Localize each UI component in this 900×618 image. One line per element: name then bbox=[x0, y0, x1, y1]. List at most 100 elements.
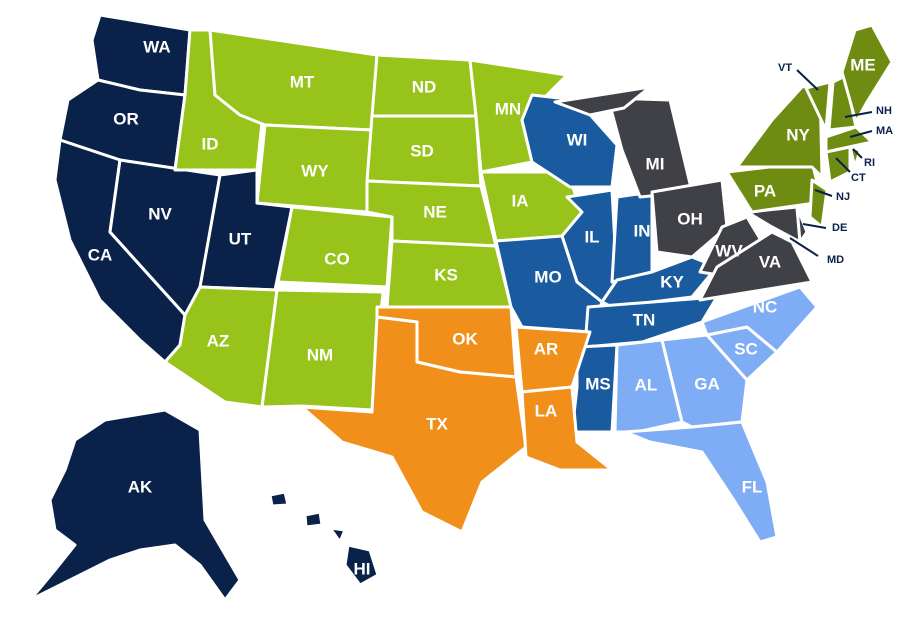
state-shape[interactable] bbox=[623, 420, 779, 544]
state-vt[interactable] bbox=[804, 80, 832, 132]
state-label: MS bbox=[585, 374, 611, 393]
state-shape[interactable] bbox=[808, 178, 829, 229]
state-label: MI bbox=[646, 154, 665, 173]
state-label: MD bbox=[827, 254, 844, 266]
state-label: AZ bbox=[207, 331, 230, 350]
state-label: OK bbox=[452, 329, 478, 348]
state-nc[interactable] bbox=[700, 285, 819, 354]
state-label: NJ bbox=[836, 191, 850, 203]
leader-line bbox=[849, 130, 873, 138]
state-label: VA bbox=[759, 252, 781, 271]
state-label: OH bbox=[677, 209, 703, 228]
state-label: KY bbox=[660, 272, 684, 291]
state-label: AK bbox=[128, 477, 153, 496]
state-la[interactable] bbox=[520, 385, 614, 472]
state-label: GA bbox=[694, 374, 720, 393]
state-shape[interactable] bbox=[268, 490, 290, 508]
state-ak[interactable] bbox=[28, 408, 242, 602]
state-label: WV bbox=[715, 241, 743, 260]
state-shape[interactable] bbox=[300, 315, 528, 534]
state-label: ME bbox=[850, 55, 876, 74]
state-label: IA bbox=[512, 191, 529, 210]
state-label: NH bbox=[876, 105, 892, 117]
state-label: CT bbox=[851, 172, 866, 184]
state-label: HI bbox=[354, 559, 371, 578]
state-ct[interactable] bbox=[824, 145, 852, 184]
state-label: RI bbox=[864, 157, 875, 169]
state-label: TN bbox=[633, 310, 656, 329]
state-label: OR bbox=[113, 109, 139, 128]
state-shape[interactable] bbox=[276, 205, 394, 289]
state-shape[interactable] bbox=[804, 80, 832, 132]
state-label: MT bbox=[290, 72, 315, 91]
state-label: DE bbox=[832, 222, 847, 234]
state-label: UT bbox=[229, 229, 252, 248]
state-shape[interactable] bbox=[303, 510, 324, 529]
state-label: SC bbox=[734, 339, 758, 358]
state-label: MA bbox=[876, 125, 893, 137]
state-co[interactable] bbox=[276, 205, 394, 289]
state-label: WA bbox=[143, 37, 170, 56]
leader-line bbox=[844, 111, 873, 118]
state-shape[interactable] bbox=[606, 96, 694, 199]
state-nj[interactable] bbox=[808, 178, 829, 229]
state-shape[interactable] bbox=[328, 526, 347, 544]
state-hi[interactable] bbox=[268, 490, 380, 587]
state-ms[interactable] bbox=[570, 343, 619, 434]
state-label: NC bbox=[753, 297, 778, 316]
state-label: NE bbox=[423, 202, 447, 221]
state-shape[interactable] bbox=[840, 23, 894, 124]
state-ny[interactable] bbox=[735, 80, 824, 179]
state-label: KS bbox=[434, 265, 458, 284]
leader-line bbox=[852, 148, 863, 159]
state-label: ID bbox=[202, 134, 219, 153]
state-ri[interactable] bbox=[848, 145, 862, 169]
leader-line bbox=[814, 189, 833, 197]
state-al[interactable] bbox=[613, 338, 684, 434]
state-label: CA bbox=[88, 245, 113, 264]
state-me[interactable] bbox=[840, 23, 894, 124]
state-shape[interactable] bbox=[613, 338, 684, 434]
state-shape[interactable] bbox=[570, 343, 619, 434]
state-label: AL bbox=[635, 375, 658, 394]
state-shape[interactable] bbox=[735, 80, 824, 179]
leader-line bbox=[835, 157, 851, 173]
state-label: IL bbox=[584, 227, 599, 246]
state-oh[interactable] bbox=[650, 178, 729, 259]
state-label: FL bbox=[742, 477, 763, 496]
state-de[interactable] bbox=[795, 205, 809, 244]
state-label: WY bbox=[301, 161, 329, 180]
state-label: PA bbox=[754, 181, 776, 200]
leader-line bbox=[802, 223, 827, 229]
state-shape[interactable] bbox=[520, 385, 614, 472]
state-label: IN bbox=[634, 221, 651, 240]
state-fl[interactable] bbox=[623, 420, 779, 544]
state-shape[interactable] bbox=[28, 408, 242, 602]
state-label: MN bbox=[495, 99, 521, 118]
state-label: TX bbox=[426, 414, 448, 433]
state-shape[interactable] bbox=[824, 145, 852, 184]
state-shape[interactable] bbox=[553, 85, 652, 117]
state-label: MO bbox=[534, 267, 561, 286]
state-label: ND bbox=[412, 77, 437, 96]
state-shape[interactable] bbox=[700, 285, 819, 354]
state-shape[interactable] bbox=[343, 543, 380, 587]
state-label: AR bbox=[534, 339, 559, 358]
state-label: NV bbox=[148, 204, 172, 223]
state-shape[interactable] bbox=[795, 205, 809, 244]
state-label: SD bbox=[410, 141, 434, 160]
state-label: LA bbox=[535, 401, 558, 420]
state-shape[interactable] bbox=[698, 230, 814, 302]
leader-line bbox=[789, 237, 819, 257]
state-va[interactable] bbox=[698, 230, 814, 302]
state-tx[interactable] bbox=[300, 315, 528, 534]
state-label: VT bbox=[778, 62, 792, 74]
state-label: CO bbox=[324, 249, 350, 268]
state-shape[interactable] bbox=[848, 145, 862, 169]
state-label: NY bbox=[786, 125, 810, 144]
state-label: WI bbox=[567, 130, 588, 149]
state-shape[interactable] bbox=[650, 178, 729, 259]
leader-line bbox=[796, 69, 819, 91]
state-label: NM bbox=[307, 345, 333, 364]
